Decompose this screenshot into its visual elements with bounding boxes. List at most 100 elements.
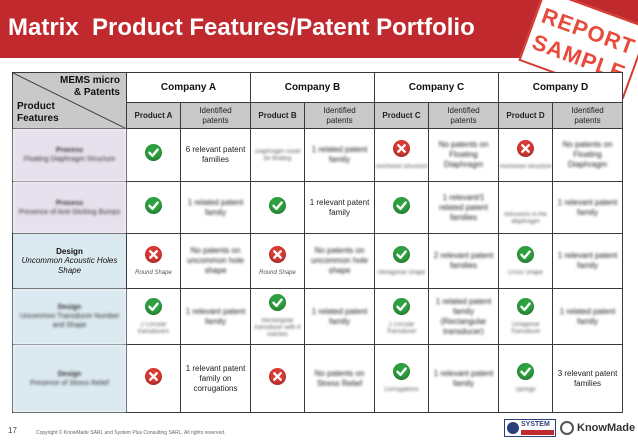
product-d-status: Cross Shape xyxy=(498,233,553,289)
product-d-status: Springs xyxy=(498,344,553,413)
company-c-patents: No patents on Floating Diaphragm xyxy=(428,128,499,182)
check-icon xyxy=(145,144,162,161)
identified-label: Identified xyxy=(323,105,356,115)
product-c-status: Anchored Structure xyxy=(374,128,429,182)
product-d-status: Octagonal Transducer xyxy=(498,288,553,345)
identified-patents-c-header: Identified patents xyxy=(428,102,499,129)
knowmade-logo: KnowMade xyxy=(560,420,636,438)
feature-category: Process xyxy=(55,147,84,154)
knowmade-logo-mark xyxy=(560,421,574,435)
product-c-note: 1 Circular Transducer xyxy=(386,321,417,335)
product-b-status xyxy=(250,181,305,234)
company-d-patents: No patents on Floating Diaphragm xyxy=(552,128,623,182)
company-a-patents: 1 relevant patent family on corrugations xyxy=(180,344,251,413)
company-c-patents: 1 relevant patent family xyxy=(428,344,499,413)
product-a-note: Round Shape xyxy=(135,269,172,276)
cross-icon xyxy=(269,367,286,385)
company-d-patents: 1 relevant patent family xyxy=(552,233,623,289)
check-icon xyxy=(517,297,534,315)
check-icon xyxy=(145,297,162,315)
feature-patent-matrix: MEMS micro & Patents Product Features Co… xyxy=(12,72,623,413)
company-d-patents: 1 related patent family xyxy=(552,288,623,345)
company-c-patents: 2 relevant patent families xyxy=(428,233,499,289)
product-a-status xyxy=(126,128,181,182)
product-d-note: Springs xyxy=(515,387,536,393)
corner-bottom-line-2: Features xyxy=(17,113,59,124)
patents-label: patents xyxy=(450,115,477,125)
identified-patents-a-header: Identified patents xyxy=(180,102,251,129)
product-a-header: Product A xyxy=(126,102,181,129)
feature-category: Process xyxy=(55,199,84,207)
check-icon xyxy=(269,196,286,214)
product-c-note: Anchored Structure xyxy=(375,163,428,170)
product-c-status xyxy=(374,181,429,234)
cross-icon xyxy=(393,139,410,157)
check-icon xyxy=(145,196,162,214)
feature-name: Uncommon Acoustic Holes Shape xyxy=(21,255,118,275)
company-a-header: Company A xyxy=(126,72,251,103)
product-b-status: Rectangular transducer with 4 notches xyxy=(250,288,305,345)
matrix-corner-cell: MEMS micro & Patents Product Features xyxy=(12,72,127,129)
product-a-status: 2 Circular transducers xyxy=(126,288,181,345)
company-d-patents: 3 relevant patent families xyxy=(552,344,623,413)
identified-label: Identified xyxy=(571,105,604,115)
patents-label: patents xyxy=(202,115,229,125)
corner-top-label: MEMS micro & Patents xyxy=(60,75,120,99)
product-a-status: Round Shape xyxy=(126,233,181,289)
company-b-patents: 1 relevant patent family xyxy=(304,181,375,234)
check-icon xyxy=(393,245,410,263)
corner-top-line-2: & Patents xyxy=(73,87,120,98)
table-row: Design Uncommon Acoustic Holes Shape Roun… xyxy=(12,233,623,289)
company-a-patents-text: 1 relevant patent family on corrugations xyxy=(185,363,246,393)
feature-name: Floating Diaphragm Structure xyxy=(23,156,116,163)
product-c-header: Product C xyxy=(374,102,429,129)
product-b-status: Round Shape xyxy=(250,233,305,289)
corner-bottom-line-1: Product xyxy=(17,101,55,112)
systemplus-logo-text: SYSTEM xyxy=(521,421,550,428)
product-c-status: Hexagonal Shape xyxy=(374,233,429,289)
product-c-status: 1 Circular Transducer xyxy=(374,288,429,345)
corner-diagonal xyxy=(13,73,126,128)
product-c-status: Corrugations xyxy=(374,344,429,413)
company-c-header: Company C xyxy=(374,72,499,103)
product-b-note: Rectangular transducer with 4 notches xyxy=(254,318,301,338)
feature-cell: Design Presence of Stress Relief xyxy=(12,344,127,413)
product-d-note: Octagonal Transducer xyxy=(510,321,541,335)
feature-name: Presence of Anti-Sticking Bumps xyxy=(18,208,121,216)
company-d-patents: 1 relevant patent family xyxy=(552,181,623,234)
company-b-patents: No patents on Stress Relief xyxy=(304,344,375,413)
feature-cell: Process Presence of Anti-Sticking Bumps xyxy=(12,181,127,234)
company-b-patents: No patents on uncommon hole shape xyxy=(304,233,375,289)
product-b-status: Diaphragm could be floating xyxy=(250,128,305,182)
product-b-header: Product B xyxy=(250,102,305,129)
systemplus-logo-bar xyxy=(521,430,554,435)
check-icon xyxy=(393,196,410,214)
feature-cell: Process Floating Diaphragm Structure xyxy=(12,128,127,182)
check-icon xyxy=(269,294,286,311)
table-row: Process Presence of Anti-Sticking Bumps 1… xyxy=(12,181,623,234)
corner-bottom-label: Product Features xyxy=(17,101,59,125)
company-a-patents: 1 relevant patent family xyxy=(180,288,251,345)
check-icon xyxy=(517,245,534,263)
product-a-status xyxy=(126,344,181,413)
cross-icon xyxy=(145,245,162,263)
corner-top-line-1: MEMS micro xyxy=(59,75,120,86)
identified-label: Identified xyxy=(199,105,232,115)
page-number: 17 xyxy=(8,426,17,435)
company-b-patents: 1 related patent family xyxy=(304,288,375,345)
company-b-header: Company B xyxy=(250,72,375,103)
product-b-status xyxy=(250,344,305,413)
product-d-note: Anchored Structure xyxy=(499,163,552,170)
check-icon xyxy=(393,363,410,380)
company-c-patents: 1 relevant/1 related patent families xyxy=(428,181,499,234)
systemplus-logo-mark xyxy=(507,422,519,434)
product-d-note: Intrusions in the diaphragm xyxy=(504,212,547,225)
product-c-note: Corrugations xyxy=(384,387,419,393)
product-b-note: Round Shape xyxy=(259,269,296,276)
feature-category: Design xyxy=(57,304,82,311)
cross-icon xyxy=(517,139,534,157)
feature-name: Presence of Stress Relief xyxy=(30,379,109,387)
product-d-status: Intrusions in the diaphragm xyxy=(498,181,553,234)
product-a-note: 2 Circular transducers xyxy=(137,321,170,335)
knowmade-logo-text: KnowMade xyxy=(577,422,636,434)
